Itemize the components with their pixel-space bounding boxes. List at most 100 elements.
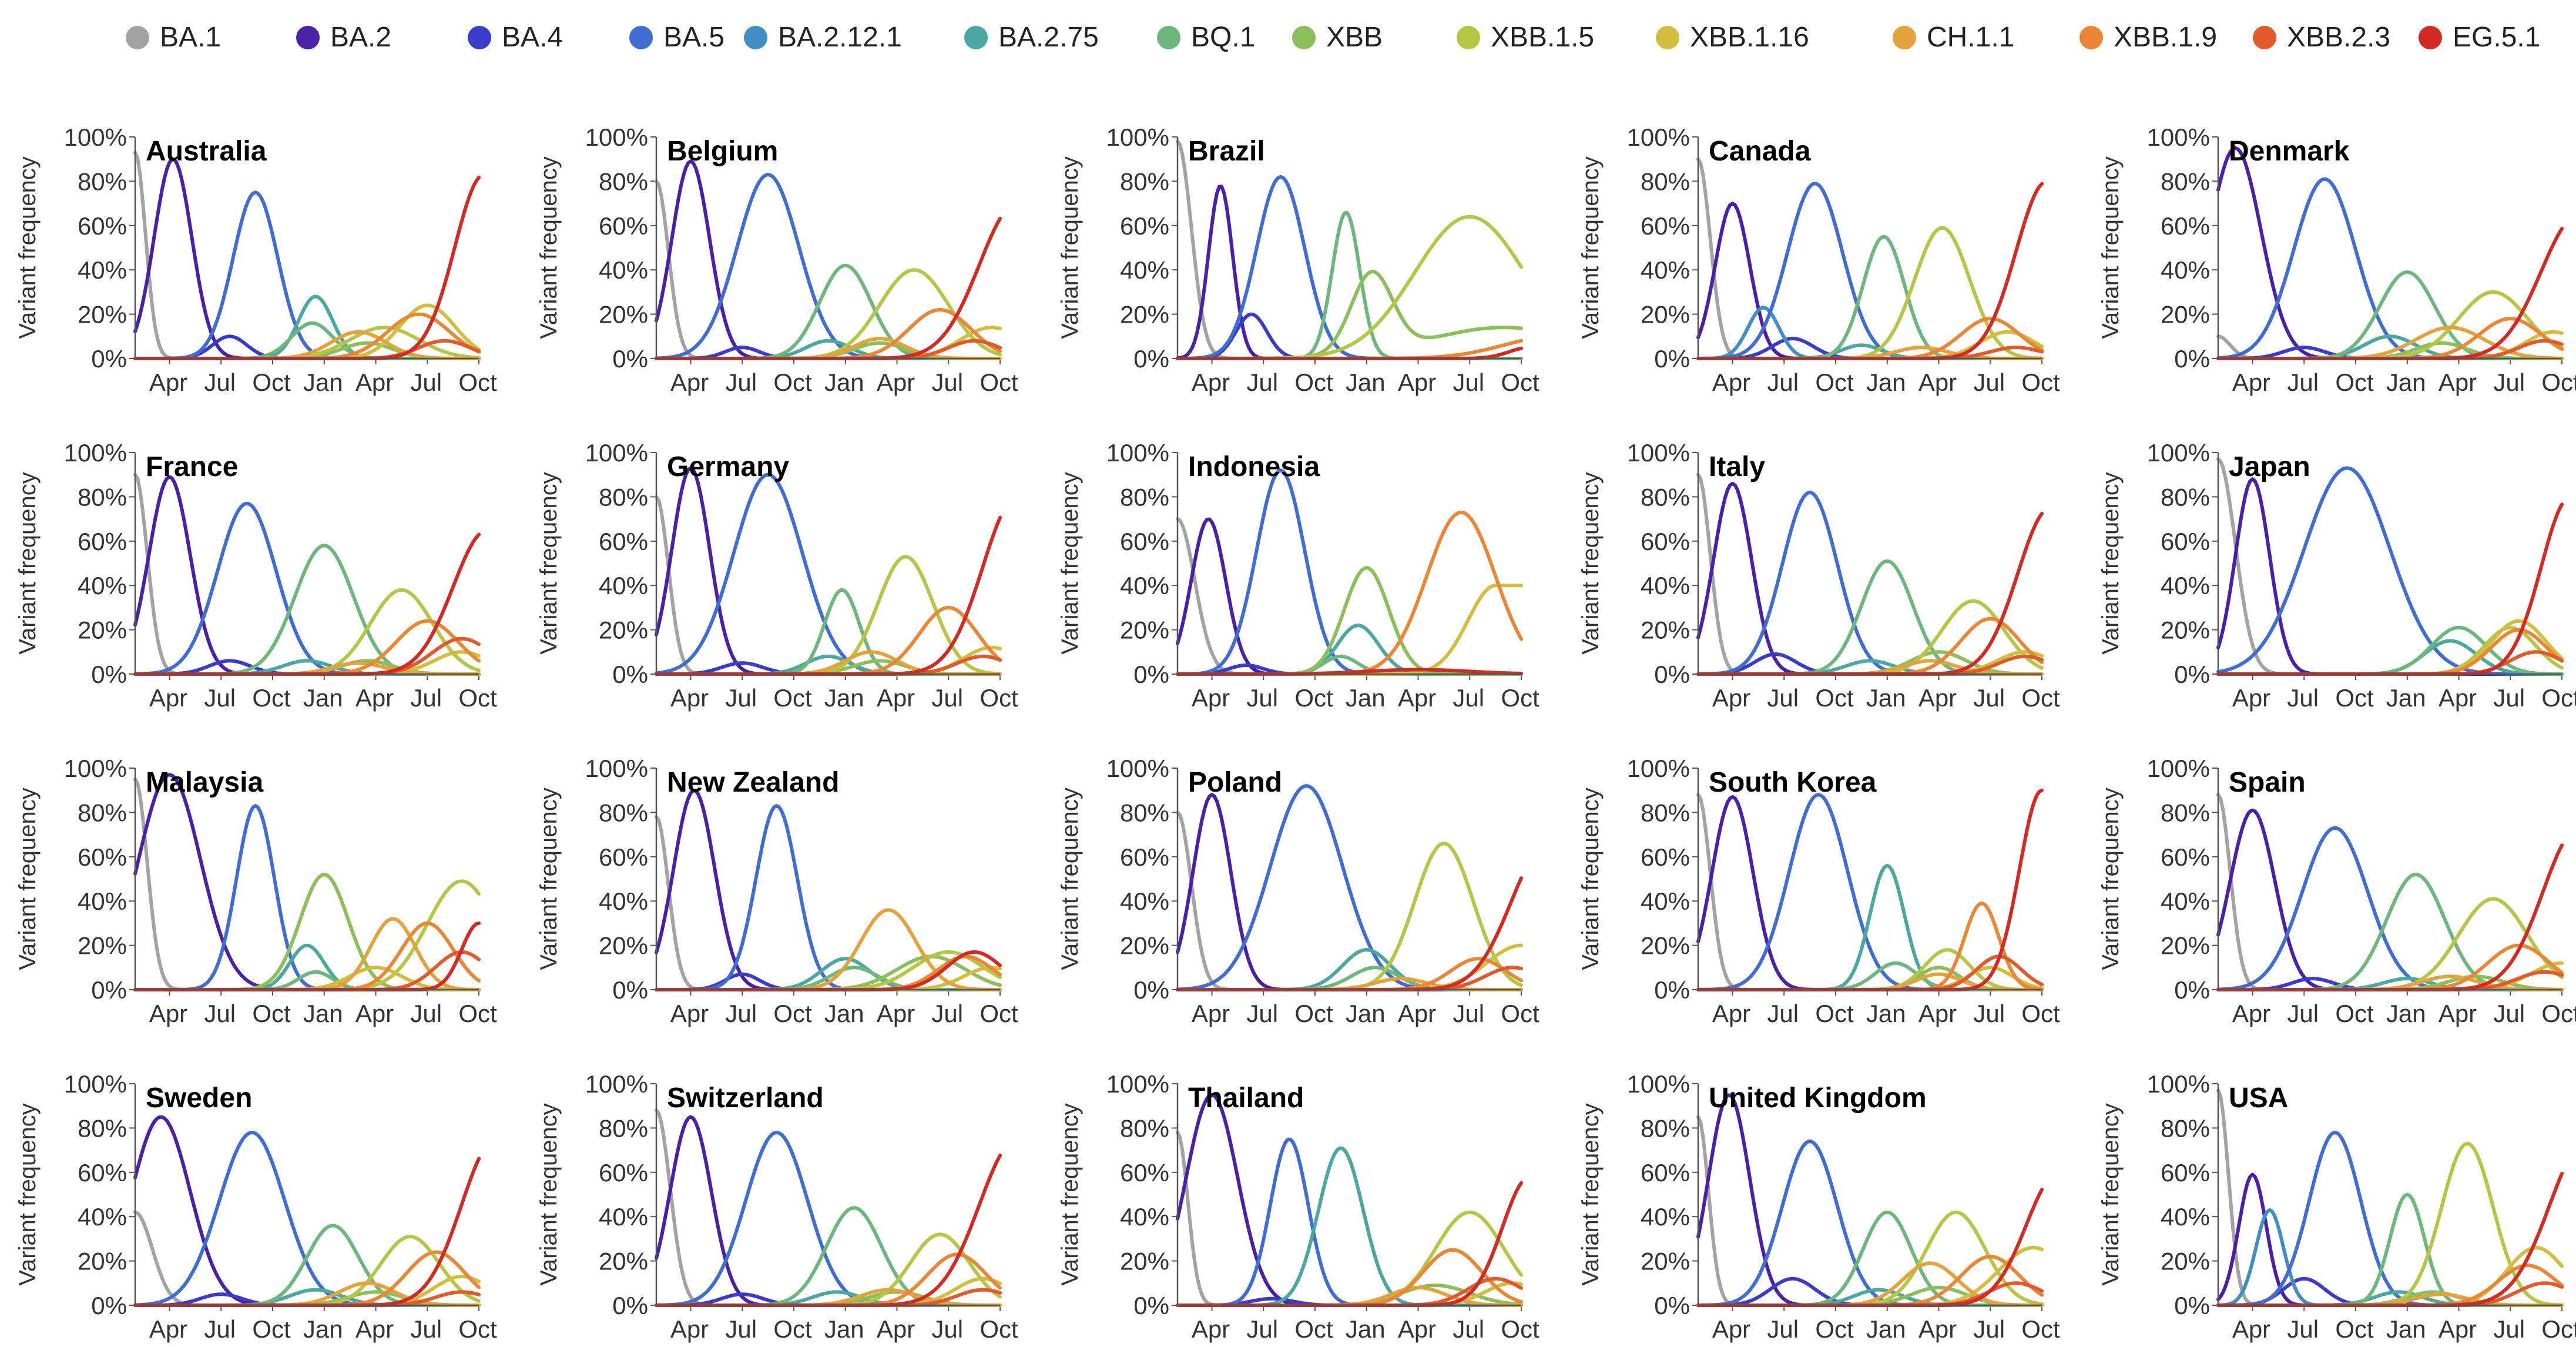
y-axis-label: Variant frequency bbox=[1578, 1103, 1604, 1286]
y-tick-label: 100% bbox=[585, 755, 648, 782]
legend-item-xbb-1-9: XBB.1.9 bbox=[2079, 22, 2217, 53]
x-tick-label: Apr bbox=[2232, 1000, 2270, 1027]
y-axis-label: Variant frequency bbox=[536, 1103, 562, 1286]
panel-denmark: Variant frequency 0% 20% 40% 60% 80% 100% Apr Ju… bbox=[2098, 123, 2576, 396]
series-line-ba-2 bbox=[655, 1115, 1002, 1307]
y-axis-label: Variant frequency bbox=[1057, 788, 1083, 970]
legend-label-ba-2-12-1: BA.2.12.1 bbox=[778, 22, 902, 53]
x-tick-label: Apr bbox=[1192, 1315, 1230, 1343]
x-tick-label: Jul bbox=[204, 368, 236, 396]
y-tick-label: 0% bbox=[1654, 345, 1690, 373]
y-tick-label: 80% bbox=[78, 1114, 127, 1142]
x-tick-label: Jan bbox=[303, 684, 343, 712]
legend-label-bq-1: BQ.1 bbox=[1191, 22, 1255, 53]
y-axis-label: Variant frequency bbox=[15, 156, 41, 339]
series-line-ba-2 bbox=[1176, 1093, 1523, 1307]
series-line-bq-1 bbox=[2216, 873, 2564, 991]
y-tick-label: 100% bbox=[1106, 755, 1169, 782]
x-tick-label: Jul bbox=[410, 1315, 442, 1343]
legend-label-ba-5: BA.5 bbox=[663, 22, 724, 53]
x-tick-label: Apr bbox=[1918, 684, 1957, 712]
legend-swatch-ba-1 bbox=[126, 26, 149, 49]
panel-usa: Variant frequency 0% 20% 40% 60% 80% 100% Apr Ju… bbox=[2098, 1070, 2576, 1343]
x-tick-label: Jul bbox=[204, 684, 236, 712]
y-axis-label: Variant frequency bbox=[2098, 472, 2124, 655]
x-tick-label: Oct bbox=[458, 1315, 497, 1343]
x-tick-label: Oct bbox=[773, 684, 812, 712]
x-tick-label: Apr bbox=[1712, 684, 1750, 712]
panel-title: New Zealand bbox=[667, 767, 839, 798]
x-tick-label: Oct bbox=[2541, 1000, 2576, 1027]
series-line-ba-2-75 bbox=[2216, 639, 2564, 676]
x-tick-label: Jul bbox=[725, 1315, 757, 1343]
panel-new-zealand: Variant frequency 0% 20% 40% 60% 80% 100% Apr Ju… bbox=[536, 755, 1018, 1027]
y-tick-label: 0% bbox=[2174, 661, 2210, 688]
y-tick-label: 60% bbox=[78, 528, 127, 555]
legend-swatch-ch-1-1 bbox=[1893, 26, 1916, 49]
x-tick-label: Apr bbox=[877, 1000, 915, 1027]
legend-item-ch-1-1: CH.1.1 bbox=[1893, 22, 2014, 53]
series-line-ba-2 bbox=[133, 1115, 481, 1307]
y-tick-label: 60% bbox=[1120, 212, 1169, 240]
y-tick-label: 80% bbox=[1120, 483, 1169, 511]
x-tick-label: Apr bbox=[2439, 684, 2477, 712]
panel-switzerland: Variant frequency 0% 20% 40% 60% 80% 100% Apr Ju… bbox=[536, 1070, 1018, 1343]
series-line-xbb-1-5 bbox=[2216, 1142, 2564, 1307]
y-tick-label: 80% bbox=[1120, 1114, 1169, 1142]
x-tick-label: Jul bbox=[725, 368, 757, 396]
y-tick-label: 20% bbox=[1120, 616, 1169, 644]
y-tick-label: 60% bbox=[1641, 528, 1690, 555]
y-tick-label: 0% bbox=[1654, 661, 1690, 688]
x-tick-label: Oct bbox=[1294, 368, 1333, 396]
y-tick-label: 100% bbox=[2147, 123, 2210, 151]
y-tick-label: 20% bbox=[599, 616, 648, 644]
x-tick-label: Jan bbox=[1346, 1000, 1386, 1027]
x-tick-label: Oct bbox=[252, 1000, 291, 1027]
legend-item-ba-1: BA.1 bbox=[126, 22, 221, 53]
y-tick-label: 80% bbox=[78, 483, 127, 511]
x-tick-label: Oct bbox=[980, 684, 1018, 712]
x-tick-label: Jul bbox=[931, 684, 963, 712]
x-tick-label: Oct bbox=[1815, 1315, 1854, 1343]
panel-united-kingdom: Variant frequency 0% 20% 40% 60% 80% 100% Apr Ju… bbox=[1578, 1070, 2060, 1343]
legend-swatch-bq-1 bbox=[1157, 26, 1180, 49]
y-tick-label: 60% bbox=[599, 1159, 648, 1187]
series-line-xbb-1-9 bbox=[133, 312, 481, 360]
x-tick-label: Apr bbox=[355, 1315, 394, 1343]
x-tick-label: Jan bbox=[2386, 1315, 2426, 1343]
legend-item-ba-2-12-1: BA.2.12.1 bbox=[744, 22, 902, 53]
panel-title: Switzerland bbox=[667, 1083, 824, 1114]
y-tick-label: 40% bbox=[1641, 887, 1690, 915]
y-tick-label: 60% bbox=[78, 212, 127, 240]
series-line-ba-5 bbox=[655, 473, 1002, 676]
panel-title: France bbox=[146, 451, 238, 482]
legend-item-xbb-2-3: XBB.2.3 bbox=[2253, 22, 2390, 53]
panel-thailand: Variant frequency 0% 20% 40% 60% 80% 100% Apr Ju… bbox=[1057, 1070, 1539, 1343]
y-tick-label: 40% bbox=[78, 1203, 127, 1231]
x-tick-label: Jan bbox=[2386, 368, 2426, 396]
x-tick-label: Jul bbox=[2493, 1000, 2525, 1027]
x-tick-label: Jul bbox=[2493, 368, 2525, 396]
y-tick-label: 0% bbox=[612, 661, 648, 688]
x-tick-label: Oct bbox=[773, 368, 812, 396]
y-axis-label: Variant frequency bbox=[536, 788, 562, 970]
y-tick-label: 60% bbox=[1120, 1159, 1169, 1187]
legend: BA.1 BA.2 BA.4 BA.5 BA.2.12.1 BA.2.75 BQ.1 XBB X… bbox=[0, 0, 2576, 76]
x-tick-label: Oct bbox=[2021, 1315, 2060, 1343]
x-tick-label: Oct bbox=[2335, 684, 2374, 712]
y-tick-label: 60% bbox=[78, 1159, 127, 1187]
y-tick-label: 60% bbox=[1641, 1159, 1690, 1187]
x-tick-label: Jan bbox=[824, 684, 864, 712]
y-tick-label: 60% bbox=[2161, 1159, 2210, 1187]
y-tick-label: 40% bbox=[1120, 887, 1169, 915]
panel-title: Malaysia bbox=[146, 767, 263, 798]
y-tick-label: 0% bbox=[612, 345, 648, 373]
legend-label-ch-1-1: CH.1.1 bbox=[1927, 22, 2014, 53]
legend-swatch-ba-2 bbox=[296, 26, 320, 49]
y-tick-label: 40% bbox=[599, 572, 648, 599]
x-tick-label: Apr bbox=[1712, 368, 1750, 396]
x-tick-label: Oct bbox=[2335, 1315, 2374, 1343]
x-tick-label: Jan bbox=[2386, 1000, 2426, 1027]
y-tick-label: 40% bbox=[2161, 256, 2210, 284]
